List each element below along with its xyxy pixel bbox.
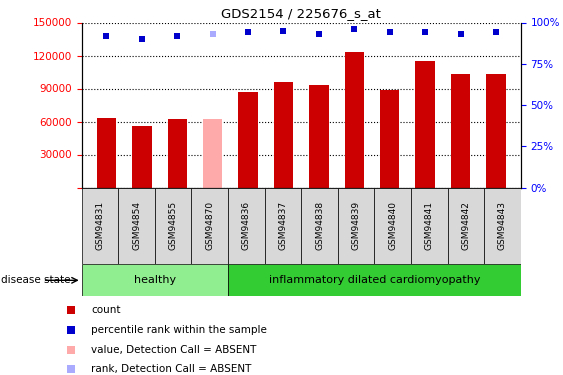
Text: count: count — [91, 305, 120, 315]
Bar — [82, 264, 228, 296]
Bar — [274, 82, 293, 188]
Point — [491, 29, 501, 35]
Text: GSM94842: GSM94842 — [462, 201, 470, 250]
Bar — [411, 188, 448, 264]
Bar — [484, 188, 521, 264]
Bar — [82, 188, 118, 264]
Bar — [155, 188, 191, 264]
Bar — [238, 92, 258, 188]
Point — [279, 28, 288, 34]
Bar — [132, 126, 151, 188]
Text: disease state: disease state — [1, 275, 70, 285]
Point — [244, 29, 253, 35]
Text: GSM94843: GSM94843 — [498, 201, 507, 250]
Point — [66, 327, 75, 333]
Bar — [191, 188, 228, 264]
Bar — [301, 188, 338, 264]
Bar — [415, 61, 435, 188]
Text: healthy: healthy — [134, 275, 176, 285]
Point — [66, 366, 75, 372]
Point — [350, 26, 359, 32]
Bar — [97, 118, 116, 188]
Text: rank, Detection Call = ABSENT: rank, Detection Call = ABSENT — [91, 364, 251, 375]
Text: GSM94838: GSM94838 — [315, 201, 324, 250]
Text: GSM94870: GSM94870 — [205, 201, 214, 250]
Point — [314, 31, 323, 37]
Text: value, Detection Call = ABSENT: value, Detection Call = ABSENT — [91, 345, 256, 355]
Bar — [338, 188, 374, 264]
Text: GSM94836: GSM94836 — [242, 201, 251, 250]
Point — [385, 29, 394, 35]
Text: GSM94839: GSM94839 — [352, 201, 360, 250]
Point — [137, 36, 146, 42]
Bar — [451, 74, 470, 188]
Point — [66, 308, 75, 314]
Text: percentile rank within the sample: percentile rank within the sample — [91, 325, 267, 335]
Point — [421, 29, 430, 35]
Text: GSM94855: GSM94855 — [169, 201, 177, 250]
Bar — [228, 188, 265, 264]
Bar — [168, 119, 187, 188]
Bar — [380, 90, 400, 188]
Point — [208, 31, 217, 37]
Bar — [203, 119, 222, 188]
Bar — [345, 52, 364, 188]
Text: inflammatory dilated cardiomyopathy: inflammatory dilated cardiomyopathy — [269, 275, 480, 285]
Text: GSM94841: GSM94841 — [425, 201, 434, 250]
Text: GSM94831: GSM94831 — [96, 201, 104, 250]
Point — [66, 347, 75, 353]
Bar — [486, 74, 506, 188]
Text: GSM94854: GSM94854 — [132, 201, 141, 250]
Bar — [309, 85, 329, 188]
Bar — [118, 188, 155, 264]
Point — [173, 33, 182, 39]
Title: GDS2154 / 225676_s_at: GDS2154 / 225676_s_at — [221, 7, 381, 20]
Point — [102, 33, 111, 39]
Bar — [448, 188, 484, 264]
Bar — [228, 264, 521, 296]
Bar — [265, 188, 301, 264]
Point — [456, 31, 465, 37]
Bar — [374, 188, 411, 264]
Text: GSM94837: GSM94837 — [279, 201, 287, 250]
Text: GSM94840: GSM94840 — [388, 201, 397, 250]
